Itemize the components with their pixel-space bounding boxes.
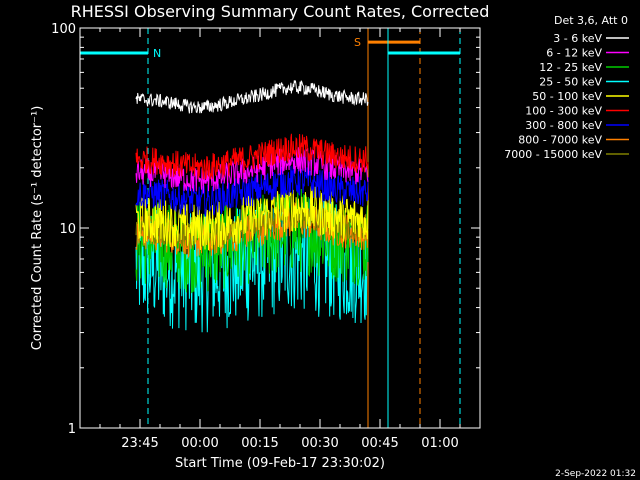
legend-label: 3 - 6 keV (553, 32, 602, 45)
footer-date: 2-Sep-2022 01:32 (555, 469, 636, 479)
series-layer (135, 79, 369, 333)
y-axis-label: Corrected Count Rate (s⁻¹ detector⁻¹) (30, 106, 45, 351)
series-line (135, 185, 369, 251)
legend-label: 6 - 12 keV (546, 47, 602, 60)
x-tick-label: 00:00 (181, 436, 218, 451)
legend-detector-info: Det 3,6, Att 0 (554, 14, 628, 27)
annotation-label: N (153, 47, 161, 60)
annotation-label: S (354, 36, 361, 49)
series-line (135, 195, 369, 333)
series-line (135, 133, 369, 180)
legend-label: 25 - 50 keV (539, 76, 602, 89)
x-tick-label: 00:30 (301, 436, 338, 451)
legend-label: 7000 - 15000 keV (504, 148, 602, 161)
series-line (135, 79, 369, 114)
legend-label: 50 - 100 keV (532, 90, 602, 103)
series-line (135, 165, 369, 217)
series-line (135, 147, 369, 194)
x-tick-label: 00:45 (361, 436, 398, 451)
chart-title: RHESSI Observing Summary Count Rates, Co… (71, 2, 490, 21)
x-tick-label: 00:15 (241, 436, 278, 451)
y-tick-label: 1 (68, 422, 76, 437)
x-axis-label: Start Time (09-Feb-17 23:30:02) (175, 456, 385, 471)
axes: 1 10 100 23:45 00:00 00:15 00:30 00:45 01:00 (51, 22, 481, 451)
legend-label: 12 - 25 keV (539, 61, 602, 74)
legend-label: 800 - 7000 keV (518, 134, 602, 147)
x-tick-label: 23:45 (121, 436, 158, 451)
legend-label: 300 - 800 keV (525, 119, 602, 132)
legend-label: 100 - 300 keV (525, 105, 602, 118)
y-tick-label: 100 (51, 22, 76, 37)
x-tick-label: 01:00 (421, 436, 458, 451)
y-tick-label: 10 (59, 222, 76, 237)
